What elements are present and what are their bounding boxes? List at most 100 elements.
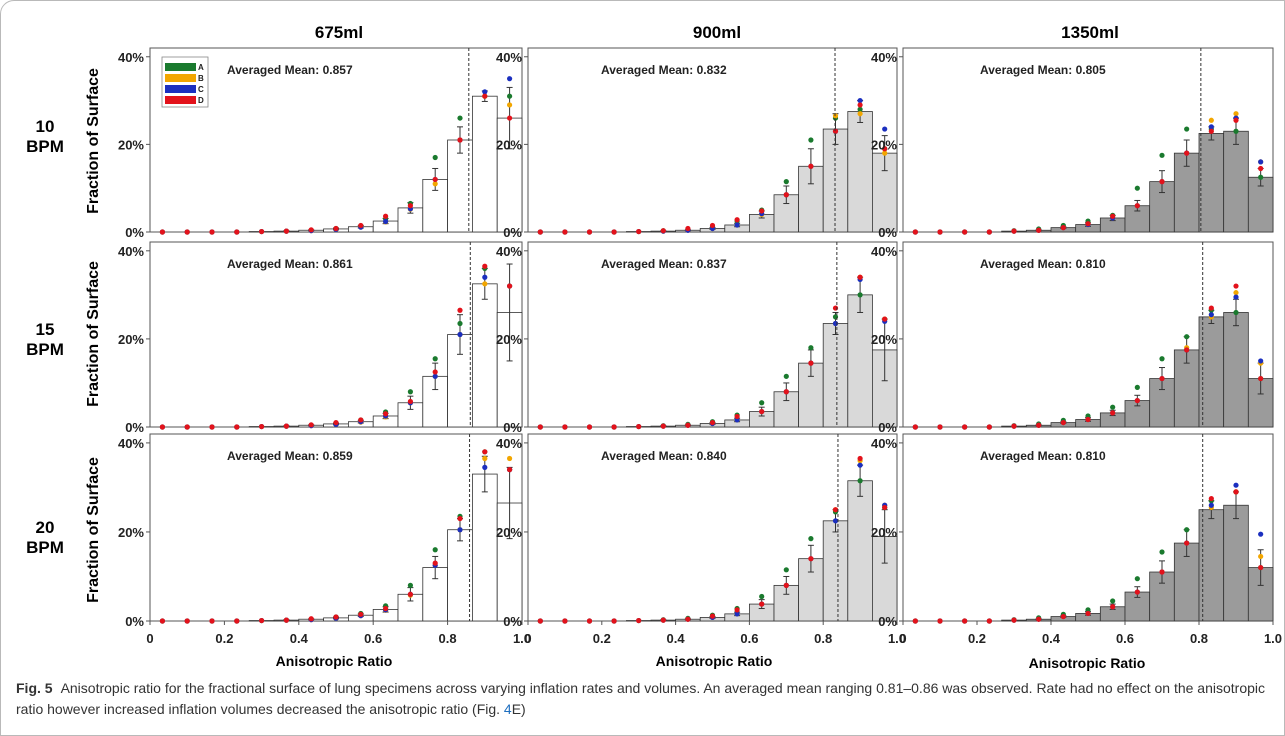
x-tick-label: 0.6 [740,631,758,646]
column-header-900ml: 900ml [693,23,741,42]
specimen-D-point [660,228,666,234]
specimen-D-point [660,423,666,429]
histogram-bar [822,520,849,622]
legend-swatch-C [165,85,196,93]
x-tick-label: 0.8 [814,631,832,646]
y-tick-label: 20% [496,332,522,347]
column-header-675ml: 675ml [315,23,363,42]
y-tick-label: 40% [118,244,144,259]
specimen-D-point [482,93,488,99]
specimen-D-point [407,591,413,597]
figure-reference-link[interactable]: 4 [503,701,512,717]
specimen-B-point [1258,553,1264,560]
specimen-D-point [562,618,568,624]
histogram-bar [1223,504,1249,622]
specimen-C-point [432,373,438,379]
specimen-D-point [432,560,438,566]
x-tick-label: 1.0 [513,631,531,646]
specimen-D-point [636,617,642,624]
specimen-A-point [808,137,814,143]
specimen-D-point [457,515,463,522]
specimen-D-point [1208,128,1214,134]
specimen-D-point [857,274,863,280]
histogram-bar [1223,312,1249,428]
specimen-D-point [734,217,740,223]
y-tick-label: 0% [503,614,522,629]
specimen-D-point [986,618,992,624]
specimen-D-point [759,208,765,214]
specimen-D-point [283,423,289,429]
specimen-D-point [407,203,413,209]
specimen-D-point [759,601,765,607]
specimen-D-point [1184,150,1190,156]
y-tick-label: 20% [871,137,897,152]
panel-r1-c0: Averaged Mean: 0.861 0% 20% 40% [118,241,523,435]
specimen-B-point [1233,290,1239,296]
specimen-A-point [457,320,463,327]
specimen-D-point [586,424,593,430]
specimen-C-point [1208,312,1214,318]
specimen-D-point [482,449,488,455]
x-tick-label: 0 [146,631,153,646]
specimen-A-point [457,115,463,121]
specimen-D-point [986,424,992,430]
specimen-D-point [709,419,716,426]
specimen-C-point [857,97,863,104]
figure-caption: Fig. 5 Anisotropic ratio for the fraction… [16,678,1271,720]
specimen-D-point [1110,410,1116,416]
specimen-A-point [1159,356,1165,362]
specimen-D-point [1184,540,1190,546]
specimen-D-point [1134,589,1140,595]
y-tick-label: 40% [496,50,522,65]
specimen-C-point [832,518,839,524]
specimen-A-point [507,93,513,99]
specimen-C-point [1258,358,1264,364]
y-tick-label: 40% [871,244,897,259]
specimen-D-point [586,229,593,235]
specimen-C-point [1208,124,1214,130]
specimen-A-point [1233,128,1239,134]
specimen-D-point [209,229,215,235]
specimen-D-point [636,423,642,430]
specimen-B-point [882,150,888,156]
specimen-D-point [562,424,568,430]
specimen-A-point [857,292,863,298]
specimen-A-point [1258,174,1264,180]
row-label-unit: BPM [26,137,64,156]
specimen-D-point [1208,305,1214,311]
panel-r0-c2: Averaged Mean: 0.805 0% 20% 40% [871,47,1274,240]
specimen-D-point [962,229,968,235]
x-tick-label: 0 [899,631,906,646]
specimen-D-point [1110,604,1116,610]
panel-r0-c1: Averaged Mean: 0.832 0% 20% 40% [496,47,898,240]
specimen-C-point [1233,482,1239,488]
specimen-D-point [184,229,190,235]
x-tick-label: 0.4 [290,631,309,646]
y-tick-label: 0% [503,420,522,435]
specimen-C-point [457,527,463,533]
specimen-D-point [1233,489,1239,495]
histogram-bar [847,294,873,428]
specimen-D-point [209,618,215,624]
specimen-D-point [383,605,389,612]
specimen-D-point [759,408,765,415]
legend-swatch-D [165,96,196,104]
averaged-mean-label: Averaged Mean: 0.840 [601,449,727,463]
x-tick-label: 0.4 [667,631,686,646]
specimen-A-point [783,179,789,185]
specimen-D-point [159,618,165,624]
specimen-D-point [383,213,389,219]
specimen-D-point [358,611,364,617]
specimen-D-point [507,115,513,121]
specimen-C-point [482,274,488,280]
row-label-rate: 20 [36,518,55,537]
specimen-D-point [1233,117,1239,123]
specimen-C-point [734,611,740,617]
panel-r2-c0: Averaged Mean: 0.859 0% 20% 40% 0 0.2 0.4 0.6 0.… [118,433,531,646]
specimen-D-point [912,424,918,430]
specimen-A-point [783,567,789,573]
specimen-A-point [1085,607,1091,613]
averaged-mean-label: Averaged Mean: 0.857 [227,63,353,77]
specimen-B-point [507,455,513,462]
x-tick-label: 0.2 [968,631,986,646]
